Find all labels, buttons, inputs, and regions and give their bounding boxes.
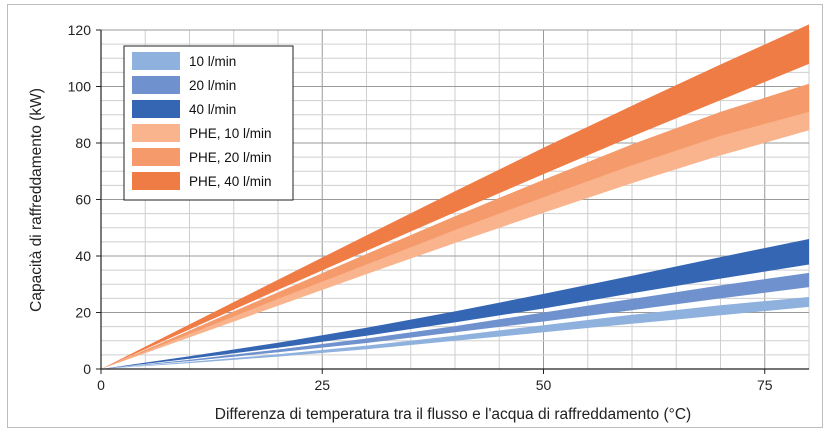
y-tick-label: 60 xyxy=(75,192,91,208)
y-axis-title: Capacità di raffreddamento (kW) xyxy=(28,88,45,312)
axes: 0 20 40 60 80 100 120 0 25 50 75 xyxy=(68,22,809,393)
x-tick-label: 0 xyxy=(97,377,105,393)
legend-label: 40 l/min xyxy=(189,102,236,117)
band-phe-40-l-min xyxy=(101,24,809,370)
legend-label: PHE, 20 l/min xyxy=(189,150,272,165)
legend-swatch xyxy=(132,52,180,70)
x-tick-label: 25 xyxy=(314,377,330,393)
y-tick-label: 80 xyxy=(75,135,91,151)
legend-label: 10 l/min xyxy=(189,54,236,69)
x-tick-label: 75 xyxy=(757,377,773,393)
y-tick-label: 40 xyxy=(75,248,91,264)
legend-swatch xyxy=(132,124,180,142)
band-phe-20-l-min xyxy=(101,83,809,369)
y-tick-label: 0 xyxy=(83,361,91,377)
x-tick-label: 50 xyxy=(536,377,552,393)
legend-swatch xyxy=(132,76,180,94)
y-tick-label: 20 xyxy=(75,305,91,321)
legend-label: PHE, 40 l/min xyxy=(189,174,272,189)
series-bands xyxy=(101,24,809,370)
x-axis-title: Differenza di temperatura tra il flusso … xyxy=(215,406,691,423)
legend-label: 20 l/min xyxy=(189,78,236,93)
legend-swatch xyxy=(132,100,180,118)
y-tick-label: 120 xyxy=(68,22,92,38)
legend-swatch xyxy=(132,172,180,190)
legend-label: PHE, 10 l/min xyxy=(189,126,272,141)
band-10-l-min xyxy=(101,297,809,369)
legend-swatch xyxy=(132,148,180,166)
y-tick-label: 100 xyxy=(68,79,92,95)
legend: 10 l/min 20 l/min 40 l/min PHE, 10 l/min PHE… xyxy=(123,45,294,201)
